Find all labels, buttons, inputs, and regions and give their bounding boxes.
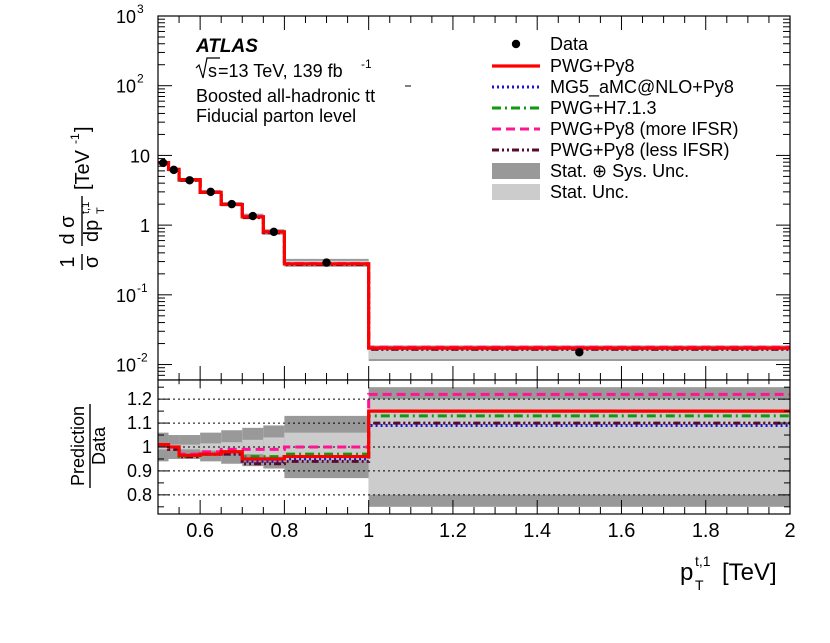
energy-text: =13 TeV, 139 fb: [218, 61, 343, 81]
legend-series-label: PWG+Py8: [550, 56, 635, 76]
y-tick-label: 10: [130, 146, 150, 166]
legend-stat-swatch: [492, 184, 540, 200]
ratio-panel: 0.8 0.9 1 1.1 1.2 0.6 0.8 1 1.2 1.4 1.6 1.8 2: [127, 379, 796, 542]
svg-text:T: T: [695, 577, 704, 593]
ratio-y-axis-label: Prediction Data: [68, 404, 109, 488]
svg-text:p: p: [680, 559, 693, 586]
y-tick-label: 10: [116, 356, 136, 376]
svg-text:Prediction: Prediction: [68, 406, 88, 486]
svg-text:[TeV]: [TeV]: [722, 559, 777, 586]
legend-syst-swatch: [492, 163, 540, 179]
svg-text:1: 1: [57, 256, 79, 267]
y-tick-exponent: -1: [137, 281, 148, 295]
x-tick-label: 1.6: [608, 520, 636, 542]
ratio-stat-band-bin: [242, 439, 264, 455]
x-tick-label: 0.6: [186, 520, 214, 542]
sqrt-s: s: [208, 61, 217, 81]
legend-series-label: MG5_aMC@NLO+Py8: [550, 77, 734, 98]
svg-text:-1: -1: [68, 133, 82, 144]
x-tick-label: 1: [363, 520, 374, 542]
y-tick-exponent: -2: [137, 351, 148, 365]
legend: DataPWG+Py8MG5_aMC@NLO+Py8PWG+H7.1.3PWG+…: [492, 34, 739, 202]
ratio-y-tick-label: 1: [142, 437, 152, 457]
sqrt-sign: [195, 57, 220, 79]
ratio-line-pwg-py8-less-ifsr-: [158, 421, 790, 466]
subtitle-line1: Boosted all-hadronic tt: [196, 86, 375, 106]
y-tick-exponent: 3: [137, 2, 144, 16]
ratio-y-tick-label: 0.8: [127, 485, 152, 505]
x-tick-label: 1.8: [692, 520, 720, 542]
ratio-line-pwg-py8: [158, 409, 790, 461]
data-point: [575, 348, 584, 357]
x-tick-label: 1.4: [523, 520, 551, 542]
ratio-y-tick-label: 0.9: [127, 461, 152, 481]
svg-text:t,1: t,1: [80, 202, 92, 214]
energy-label: s =13 TeV, 139 fb -1: [195, 57, 372, 81]
x-tick-label: 2: [784, 520, 795, 542]
legend-stat-label: Stat. Unc.: [550, 182, 629, 202]
ratio-x-ticks: 0.6 0.8 1 1.2 1.4 1.6 1.8 2: [157, 380, 796, 542]
top-data-points: [159, 158, 584, 357]
y-tick-label: 10: [116, 77, 136, 97]
data-point: [169, 165, 178, 175]
lumi-exponent: -1: [361, 57, 372, 71]
top-y-axis-label: 1 σ d σ dp t,1 T [TeV -1 ]: [57, 126, 107, 270]
svg-text:[TeV: [TeV: [72, 149, 94, 190]
svg-text:T: T: [95, 207, 107, 214]
x-tick-label: 0.8: [270, 520, 298, 542]
svg-text:Data: Data: [89, 426, 109, 465]
top-plot-area: [158, 16, 790, 380]
svg-text:σ: σ: [81, 255, 103, 268]
atlas-label: ATLAS: [195, 36, 258, 57]
data-point: [159, 158, 168, 168]
subtitle-line2: Fiducial parton level: [196, 106, 356, 126]
x-axis-label: p t,1 T [TeV]: [680, 553, 777, 593]
svg-text:t,1: t,1: [695, 553, 711, 569]
ratio-stat-band-bin: [200, 443, 222, 451]
y-tick-label: 10: [116, 286, 136, 306]
y-tick-label: 10: [116, 7, 136, 27]
ratio-prediction-lines: [158, 392, 790, 466]
svg-text:dp: dp: [81, 220, 103, 242]
ratio-y-ticks: 0.8 0.9 1 1.1 1.2: [127, 386, 790, 508]
legend-series-label: PWG+H7.1.3: [550, 98, 657, 118]
legend-series-label: PWG+Py8 (more IFSR): [550, 119, 739, 139]
x-tick-label: 1.2: [439, 520, 467, 542]
tbar: t: [370, 86, 375, 106]
legend-data-label: Data: [550, 34, 589, 54]
ratio-y-tick-label: 1.2: [127, 389, 152, 409]
data-point: [269, 227, 279, 237]
legend-syst-label: Stat. ⊕ Sys. Unc.: [550, 161, 689, 181]
data-point: [206, 187, 215, 197]
ratio-stat-band-bin: [221, 442, 243, 452]
legend-series-label: PWG+Py8 (less IFSR): [550, 140, 730, 160]
svg-text:]: ]: [72, 126, 94, 132]
ratio-y-tick-label: 1.1: [127, 413, 152, 433]
data-point: [322, 258, 331, 267]
legend-data-marker: [511, 39, 521, 49]
data-point: [227, 199, 236, 209]
data-point: [248, 211, 257, 221]
y-tick-label: 1: [140, 216, 150, 236]
data-point: [185, 176, 194, 185]
y-tick-exponent: 2: [137, 72, 144, 86]
svg-text:d σ: d σ: [57, 215, 79, 245]
ratio-frame: [157, 379, 791, 515]
